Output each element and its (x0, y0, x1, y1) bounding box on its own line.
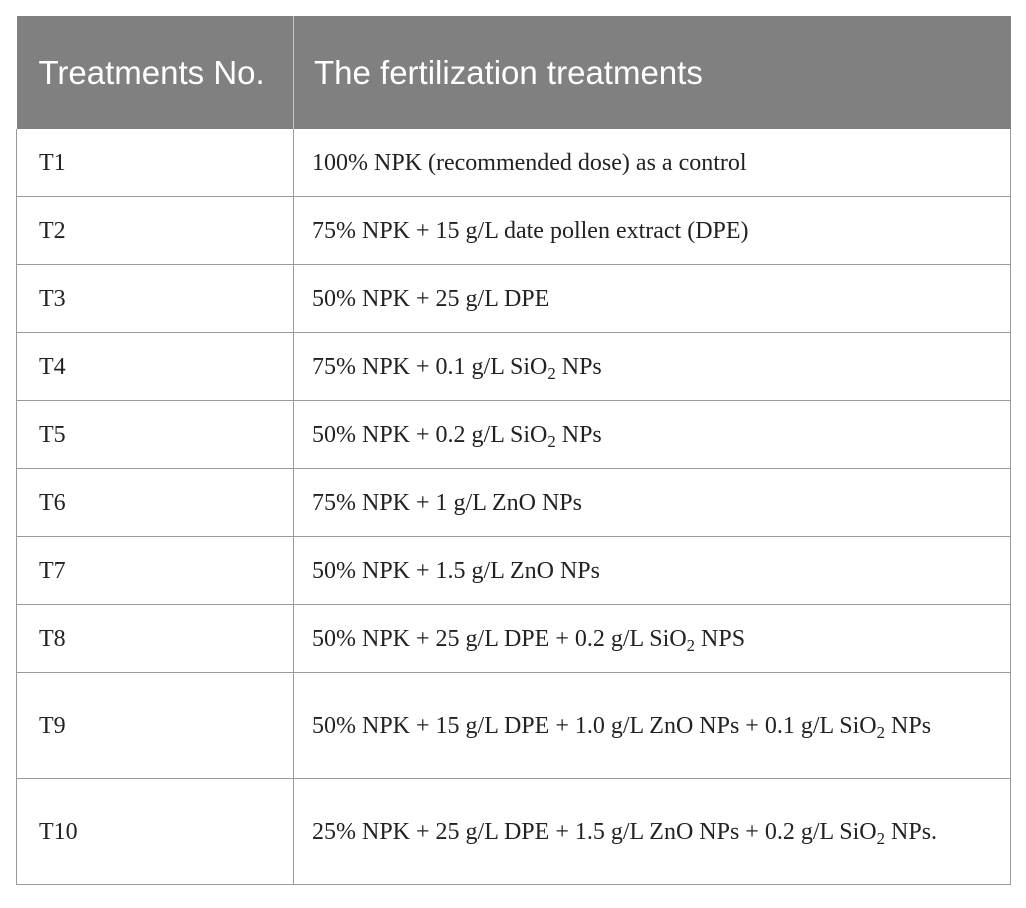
treatment-description-cell: 50% NPK + 15 g/L DPE + 1.0 g/L ZnO NPs +… (293, 672, 1011, 779)
treatments-table: Treatments No. The fertilization treatme… (16, 16, 1011, 885)
treatment-no-cell: T5 (16, 400, 294, 469)
treatment-no-cell: T1 (16, 129, 294, 197)
treatment-description-cell: 50% NPK + 0.2 g/L SiO2 NPs (293, 400, 1011, 469)
treatment-description-cell: 75% NPK + 15 g/L date pollen extract (DP… (293, 196, 1011, 265)
treatment-no-cell: T7 (16, 536, 294, 605)
treatment-no-cell: T9 (16, 672, 294, 779)
treatment-description-cell: 75% NPK + 1 g/L ZnO NPs (293, 468, 1011, 537)
treatment-description-cell: 50% NPK + 25 g/L DPE + 0.2 g/L SiO2 NPS (293, 604, 1011, 673)
table-row: T5 50% NPK + 0.2 g/L SiO2 NPs (16, 400, 1011, 469)
table-row: T4 75% NPK + 0.1 g/L SiO2 NPs (16, 332, 1011, 401)
treatment-no-cell: T3 (16, 264, 294, 333)
treatment-description-cell: 75% NPK + 0.1 g/L SiO2 NPs (293, 332, 1011, 401)
treatment-description-cell: 50% NPK + 25 g/L DPE (293, 264, 1011, 333)
table-row: T2 75% NPK + 15 g/L date pollen extract … (16, 196, 1011, 265)
table-row: T7 50% NPK + 1.5 g/L ZnO NPs (16, 536, 1011, 605)
table-row: T3 50% NPK + 25 g/L DPE (16, 264, 1011, 333)
header-fertilization-treatments: The fertilization treatments (293, 16, 1011, 129)
treatment-no-cell: T8 (16, 604, 294, 673)
header-treatment-no: Treatments No. (16, 16, 294, 129)
treatment-no-cell: T6 (16, 468, 294, 537)
table-row: T1 100% NPK (recommended dose) as a cont… (16, 129, 1011, 197)
treatment-description-cell: 50% NPK + 1.5 g/L ZnO NPs (293, 536, 1011, 605)
table-row: T10 25% NPK + 25 g/L DPE + 1.5 g/L ZnO N… (16, 778, 1011, 885)
treatment-description-cell: 100% NPK (recommended dose) as a control (293, 129, 1011, 197)
header-row: Treatments No. The fertilization treatme… (16, 16, 1011, 129)
table-row: T8 50% NPK + 25 g/L DPE + 0.2 g/L SiO2 N… (16, 604, 1011, 673)
table-header: Treatments No. The fertilization treatme… (16, 16, 1011, 129)
table-row: T6 75% NPK + 1 g/L ZnO NPs (16, 468, 1011, 537)
table-body: T1 100% NPK (recommended dose) as a cont… (16, 129, 1011, 885)
treatment-no-cell: T4 (16, 332, 294, 401)
table-row: T9 50% NPK + 15 g/L DPE + 1.0 g/L ZnO NP… (16, 672, 1011, 779)
treatment-no-cell: T2 (16, 196, 294, 265)
treatment-no-cell: T10 (16, 778, 294, 885)
treatment-description-cell: 25% NPK + 25 g/L DPE + 1.5 g/L ZnO NPs +… (293, 778, 1011, 885)
